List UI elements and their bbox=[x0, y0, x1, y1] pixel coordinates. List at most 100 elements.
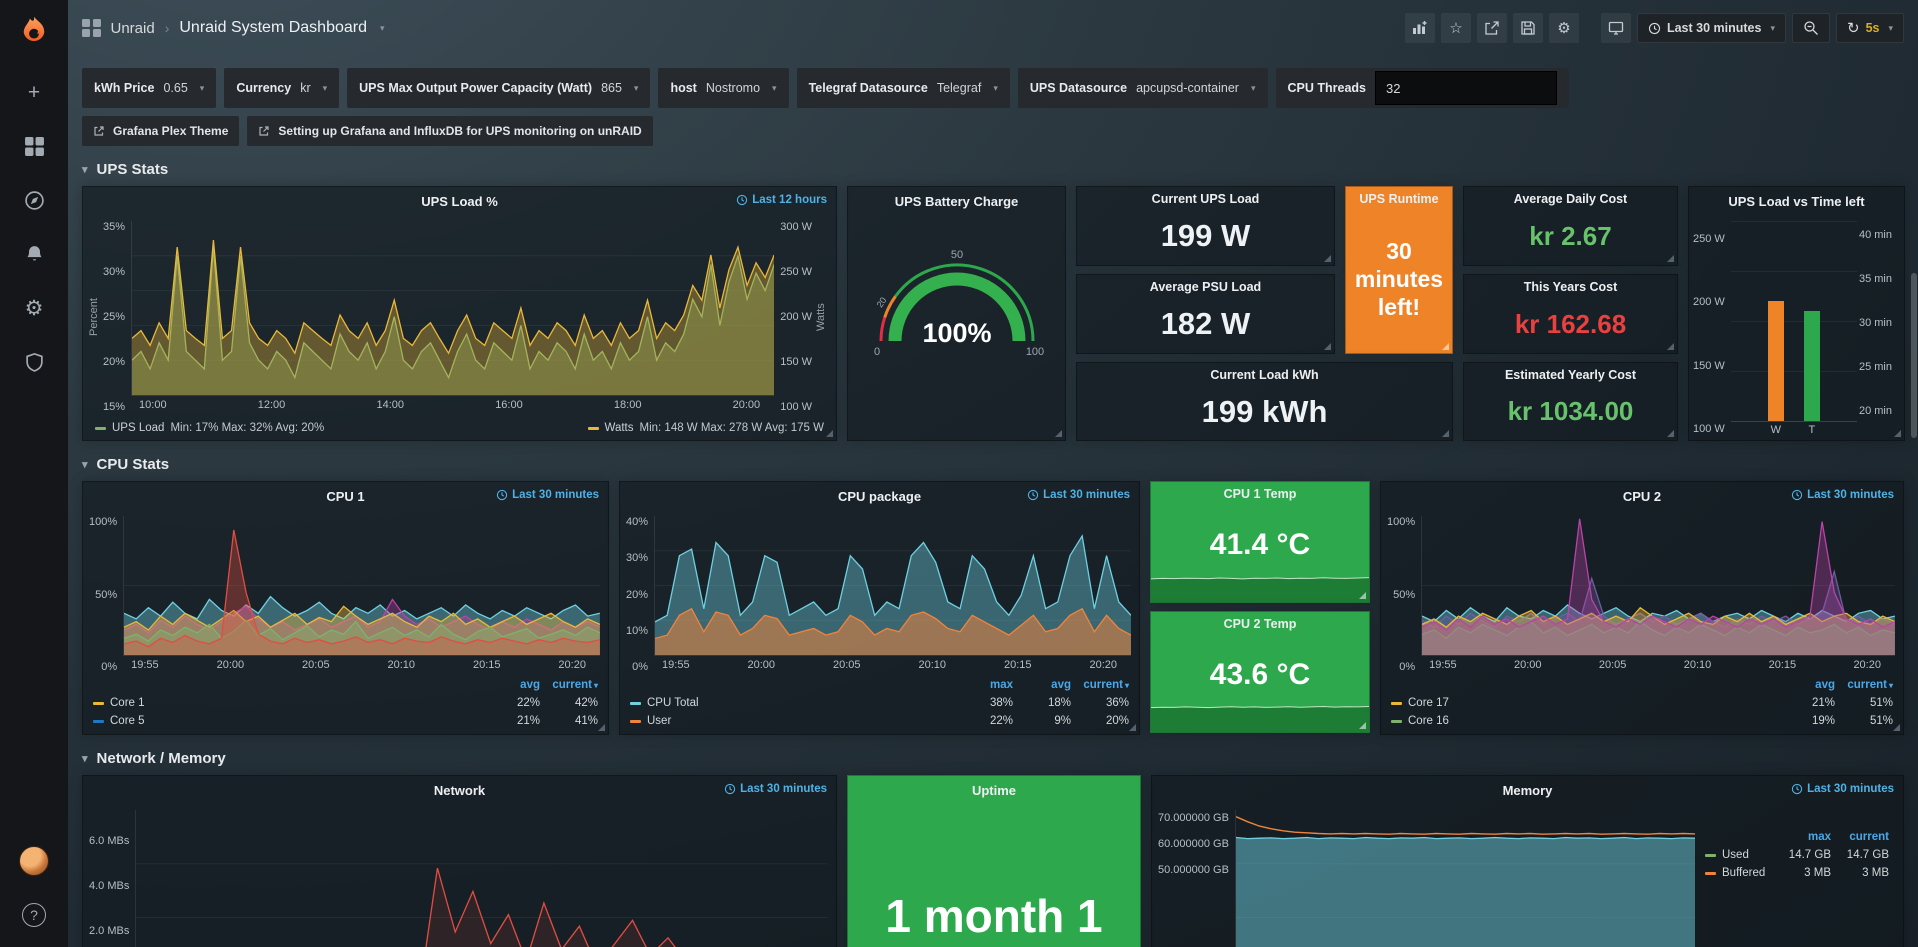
zoom-out-button[interactable] bbox=[1792, 13, 1830, 43]
bars-plot[interactable] bbox=[1731, 221, 1857, 422]
legend-header-current[interactable]: current bbox=[1835, 679, 1893, 691]
variable-value[interactable]: 0.65 bbox=[163, 81, 187, 95]
panel-title[interactable]: Average PSU Load bbox=[1077, 275, 1334, 299]
variable-value[interactable]: Nostromo bbox=[706, 81, 760, 95]
panel-resize-handle[interactable] bbox=[1359, 722, 1366, 729]
panel-title[interactable]: CPU 1 Temp bbox=[1151, 482, 1369, 506]
series-name[interactable]: Used bbox=[1722, 849, 1749, 861]
legend-header-max[interactable]: max bbox=[1773, 831, 1831, 843]
share-button[interactable] bbox=[1477, 13, 1507, 43]
time-range-badge[interactable]: Last 30 minutes bbox=[724, 783, 827, 795]
panel-resize-handle[interactable] bbox=[1324, 255, 1331, 262]
series-name[interactable]: Watts bbox=[605, 422, 634, 434]
memory-chart[interactable] bbox=[1235, 810, 1695, 947]
legend-header-avg[interactable]: avg bbox=[1013, 679, 1071, 691]
panel-title[interactable]: Uptime bbox=[848, 776, 1140, 804]
legend-item[interactable]: Core 17 bbox=[1391, 697, 1777, 709]
sidebar-item-create[interactable]: + bbox=[14, 72, 54, 112]
variable-value[interactable]: Telegraf bbox=[937, 81, 981, 95]
legend-item[interactable]: Core 5 bbox=[93, 715, 482, 727]
variable-host[interactable]: host Nostromo ▾ bbox=[658, 68, 788, 108]
chevron-down-icon[interactable]: ▾ bbox=[380, 23, 385, 34]
panel-resize-handle[interactable] bbox=[1055, 430, 1062, 437]
variable-telegraf-datasource[interactable]: Telegraf Datasource Telegraf ▾ bbox=[797, 68, 1010, 108]
sidebar-item-server-admin[interactable] bbox=[14, 342, 54, 382]
series-name[interactable]: Buffered bbox=[1722, 867, 1765, 879]
sidebar-item-explore[interactable] bbox=[14, 180, 54, 220]
panel-title[interactable]: Average Daily Cost bbox=[1464, 187, 1677, 211]
cycle-view-button[interactable] bbox=[1601, 13, 1631, 43]
panel-resize-handle[interactable] bbox=[826, 430, 833, 437]
panel-resize-handle[interactable] bbox=[1442, 343, 1449, 350]
variable-ups-datasource[interactable]: UPS Datasource apcupsd-container ▾ bbox=[1018, 68, 1268, 108]
network-chart[interactable] bbox=[135, 810, 828, 947]
dashboard-grid-icon[interactable] bbox=[82, 19, 101, 38]
panel-title[interactable]: UPS Battery Charge bbox=[848, 187, 1065, 215]
series-name[interactable]: UPS Load bbox=[112, 422, 164, 434]
time-range-badge[interactable]: Last 30 minutes bbox=[1791, 489, 1894, 501]
legend-item[interactable]: Used bbox=[1705, 849, 1773, 861]
series-name[interactable]: CPU Total bbox=[647, 697, 699, 709]
variable-kwh-price[interactable]: kWh Price 0.65 ▾ bbox=[82, 68, 216, 108]
time-range-picker[interactable]: Last 30 minutes ▾ bbox=[1637, 13, 1786, 43]
page-scrollbar[interactable] bbox=[1911, 58, 1917, 945]
legend-header-current[interactable]: current bbox=[1831, 831, 1889, 843]
time-range-badge[interactable]: Last 12 hours bbox=[736, 194, 827, 206]
dashboard-link-ups-guide[interactable]: Setting up Grafana and InfluxDB for UPS … bbox=[247, 116, 652, 146]
panel-resize-handle[interactable] bbox=[1667, 255, 1674, 262]
legend-item[interactable]: UPS Load Min: 17% Max: 32% Avg: 20% bbox=[95, 422, 324, 434]
dashboard-link-plex-theme[interactable]: Grafana Plex Theme bbox=[82, 116, 239, 146]
panel-resize-handle[interactable] bbox=[1667, 430, 1674, 437]
legend-item[interactable]: CPU Total bbox=[630, 697, 955, 709]
panel-resize-handle[interactable] bbox=[1667, 343, 1674, 350]
variable-value[interactable]: 865 bbox=[601, 81, 622, 95]
series-name[interactable]: User bbox=[647, 715, 671, 727]
section-header-ups-stats[interactable]: ▾ UPS Stats bbox=[82, 161, 1904, 178]
ups-load-chart[interactable] bbox=[131, 221, 774, 396]
section-header-cpu-stats[interactable]: ▾ CPU Stats bbox=[82, 456, 1904, 473]
panel-title[interactable]: This Years Cost bbox=[1464, 275, 1677, 299]
sidebar-item-configuration[interactable]: ⚙ bbox=[14, 288, 54, 328]
panel-resize-handle[interactable] bbox=[598, 724, 605, 731]
panel-title[interactable]: UPS Runtime bbox=[1346, 187, 1452, 211]
sidebar-item-dashboards[interactable] bbox=[14, 126, 54, 166]
save-button[interactable] bbox=[1513, 13, 1543, 43]
sidebar-item-alerting[interactable] bbox=[14, 234, 54, 274]
legend-header-max[interactable]: max bbox=[955, 679, 1013, 691]
legend-header-avg[interactable]: avg bbox=[482, 679, 540, 691]
dashboard-settings-button[interactable]: ⚙ bbox=[1549, 13, 1579, 43]
variable-value[interactable]: kr bbox=[300, 81, 310, 95]
panel-resize-handle[interactable] bbox=[1442, 430, 1449, 437]
time-range-badge[interactable]: Last 30 minutes bbox=[496, 489, 599, 501]
panel-title[interactable]: UPS Load vs Time left bbox=[1689, 187, 1904, 215]
time-range-badge[interactable]: Last 30 minutes bbox=[1027, 489, 1130, 501]
legend-header-avg[interactable]: avg bbox=[1777, 679, 1835, 691]
cpu-package-chart[interactable] bbox=[654, 516, 1131, 656]
legend-header-current[interactable]: current bbox=[1071, 679, 1129, 691]
legend-item[interactable]: Core 1 bbox=[93, 697, 482, 709]
legend-item[interactable]: User bbox=[630, 715, 955, 727]
series-name[interactable]: Core 17 bbox=[1408, 697, 1449, 709]
panel-title[interactable]: Network bbox=[83, 776, 836, 804]
panel-title[interactable]: Current UPS Load bbox=[1077, 187, 1334, 211]
user-avatar[interactable] bbox=[14, 841, 54, 881]
grafana-logo[interactable] bbox=[11, 8, 57, 54]
series-name[interactable]: Core 1 bbox=[110, 697, 145, 709]
cpu2-chart[interactable] bbox=[1421, 516, 1895, 656]
panel-resize-handle[interactable] bbox=[1894, 430, 1901, 437]
panel-resize-handle[interactable] bbox=[1129, 724, 1136, 731]
panel-title[interactable]: UPS Load % bbox=[83, 187, 836, 215]
panel-resize-handle[interactable] bbox=[1359, 592, 1366, 599]
legend-item[interactable]: Buffered bbox=[1705, 867, 1773, 879]
variable-value[interactable]: apcupsd-container bbox=[1136, 81, 1239, 95]
breadcrumb-folder[interactable]: Unraid bbox=[111, 20, 155, 37]
legend-header-current[interactable]: current bbox=[540, 679, 598, 691]
variable-currency[interactable]: Currency kr ▾ bbox=[224, 68, 339, 108]
refresh-picker[interactable]: ↻ 5s ▾ bbox=[1836, 13, 1904, 43]
panel-resize-handle[interactable] bbox=[1893, 724, 1900, 731]
bar-time-left[interactable] bbox=[1804, 311, 1820, 421]
scrollbar-thumb[interactable] bbox=[1911, 273, 1917, 438]
star-button[interactable]: ☆ bbox=[1441, 13, 1471, 43]
series-name[interactable]: Core 5 bbox=[110, 715, 145, 727]
legend-item[interactable]: Watts Min: 148 W Max: 278 W Avg: 175 W bbox=[588, 422, 824, 434]
